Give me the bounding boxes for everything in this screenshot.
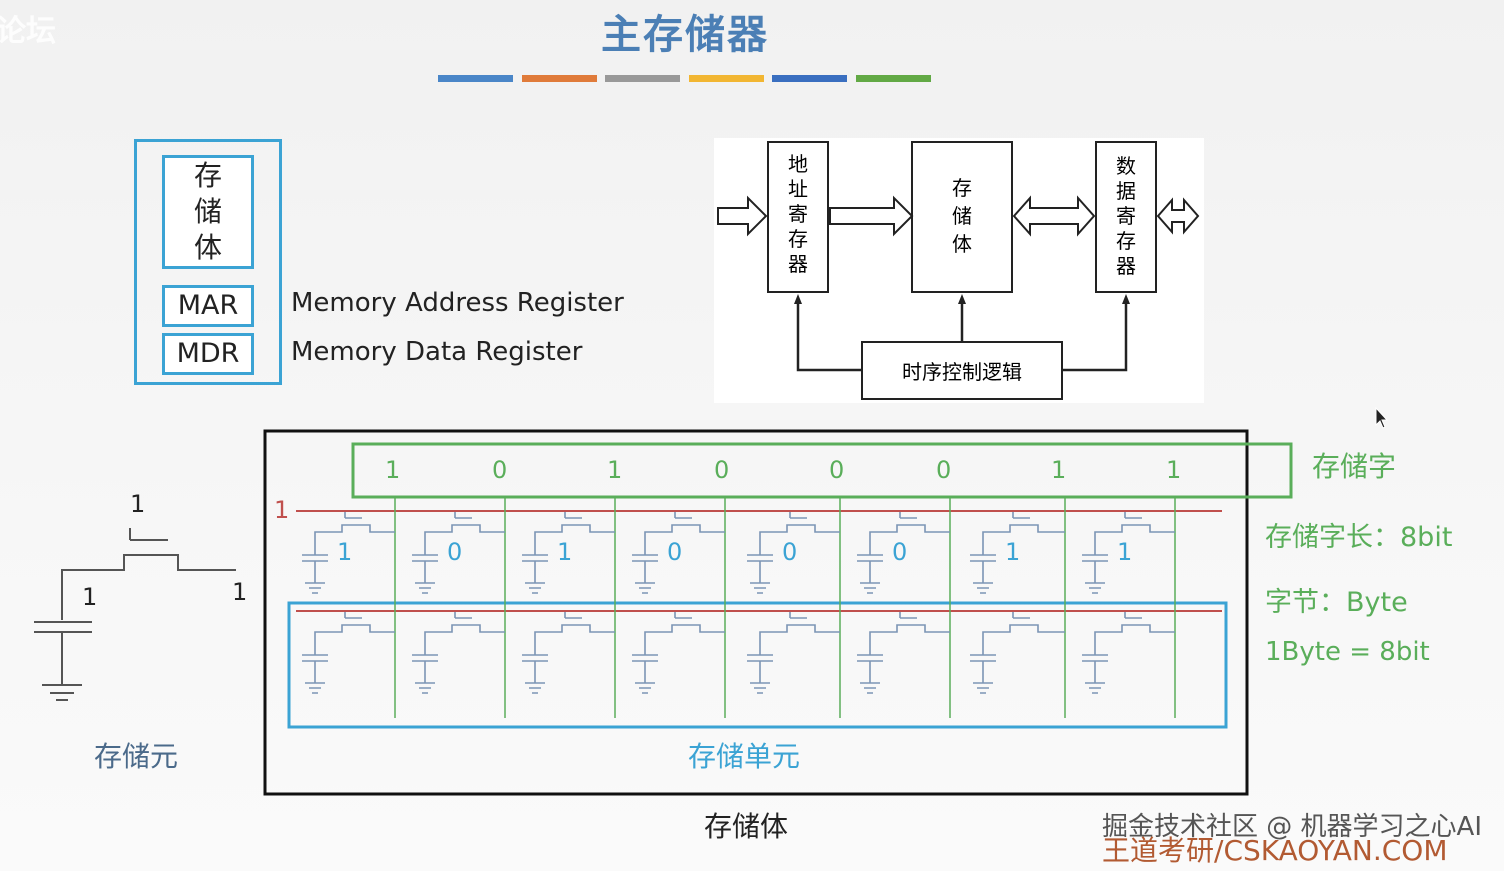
memory-cell — [747, 512, 840, 594]
mdr-description: Memory Data Register — [291, 337, 583, 367]
word-bit: 0 — [492, 456, 507, 484]
memory-cell — [522, 512, 615, 594]
memory-cell — [632, 612, 725, 694]
bidirectional-arrow-icon — [1012, 195, 1096, 237]
storage-word-frame — [351, 442, 1293, 499]
stored-bit: 1 — [1005, 538, 1020, 566]
slide-title: 主存储器 — [601, 12, 769, 58]
word-bit: 0 — [714, 456, 729, 484]
memory-cell — [1082, 512, 1175, 594]
storage-element-label: 存储元 — [94, 740, 178, 773]
input-arrow-icon — [717, 195, 768, 237]
memory-cell — [412, 612, 505, 694]
word-bit: 0 — [936, 456, 951, 484]
color-bar — [521, 75, 597, 82]
arrow-icon — [829, 195, 914, 237]
storage-unit-frame — [287, 601, 1228, 729]
watermark: 掘金技术社区 @ 机器学习之心AI 王道考研/CSKAOYAN.COM — [1102, 806, 1482, 869]
color-bar — [855, 75, 931, 82]
stored-bit: 0 — [892, 538, 907, 566]
word-bit: 1 — [385, 456, 400, 484]
stored-bit: 0 — [782, 538, 797, 566]
storage-element — [34, 528, 236, 701]
memory-body-frame — [263, 429, 1249, 796]
memory-body-box: 存 储 体 — [162, 155, 254, 269]
word-bit: 1 — [1166, 456, 1181, 484]
address-register-label: 地 址 寄 存 器 — [788, 152, 808, 276]
row-select-value: 1 — [274, 496, 289, 524]
memory-cell — [970, 612, 1065, 694]
memory-cell — [522, 612, 615, 694]
memory-cell — [632, 512, 725, 594]
cell-gate-value: 1 — [130, 490, 145, 518]
storage-word-label: 存储字 — [1312, 450, 1396, 483]
watermark-line2: 王道考研/CSKAOYAN.COM — [1102, 834, 1448, 867]
data-register-label: 数 据 寄 存 器 — [1116, 154, 1136, 278]
mar-box: MAR — [162, 285, 254, 327]
word-bit: 0 — [829, 456, 844, 484]
memory-cell — [747, 612, 840, 694]
cell-left-value: 1 — [82, 583, 97, 611]
components-box: 存 储 体 MAR MDR — [134, 139, 282, 385]
data-register-block — [1095, 141, 1157, 293]
address-register-block — [767, 141, 829, 293]
stored-bit: 1 — [337, 538, 352, 566]
stored-bit: 0 — [667, 538, 682, 566]
block-diagram: 地 址 寄 存 器 存 储 体 数 据 寄 存 器 时序控制逻辑 — [714, 138, 1204, 403]
memory-cell — [1082, 612, 1175, 694]
bidirectional-arrow-icon — [1156, 197, 1200, 235]
stored-bit: 1 — [1117, 538, 1132, 566]
mar-description: Memory Address Register — [291, 288, 624, 318]
storage-unit-label: 存储单元 — [688, 740, 800, 773]
memory-cell — [857, 612, 950, 694]
memory-label: 存 储 体 — [952, 176, 972, 256]
memory-cell — [302, 612, 395, 694]
word-bit: 1 — [607, 456, 622, 484]
word-length-note: 存储字长：8bit — [1265, 522, 1452, 553]
byte-definition: 1Byte = 8bit — [1265, 637, 1430, 667]
color-bar — [772, 75, 847, 82]
stored-bit: 0 — [447, 538, 462, 566]
color-bar — [605, 75, 680, 82]
byte-note: 字节：Byte — [1265, 587, 1408, 618]
color-bar — [688, 75, 764, 82]
memory-cell — [970, 512, 1065, 594]
stored-bit: 1 — [557, 538, 572, 566]
cell-right-value: 1 — [232, 578, 247, 606]
memory-body-label: 存储体 — [704, 810, 788, 843]
word-bit: 1 — [1051, 456, 1066, 484]
timing-control-label: 时序控制逻辑 — [902, 360, 1022, 384]
top-watermark: 论坛 — [0, 14, 56, 49]
watermark-line1: 掘金技术社区 @ 机器学习之心AI — [1102, 812, 1482, 842]
mdr-box: MDR — [162, 333, 254, 375]
memory-cell — [412, 512, 505, 594]
mouse-cursor-icon — [1375, 406, 1388, 429]
memory-cell — [857, 512, 950, 594]
memory-cell — [302, 512, 395, 594]
color-bar — [438, 75, 513, 82]
